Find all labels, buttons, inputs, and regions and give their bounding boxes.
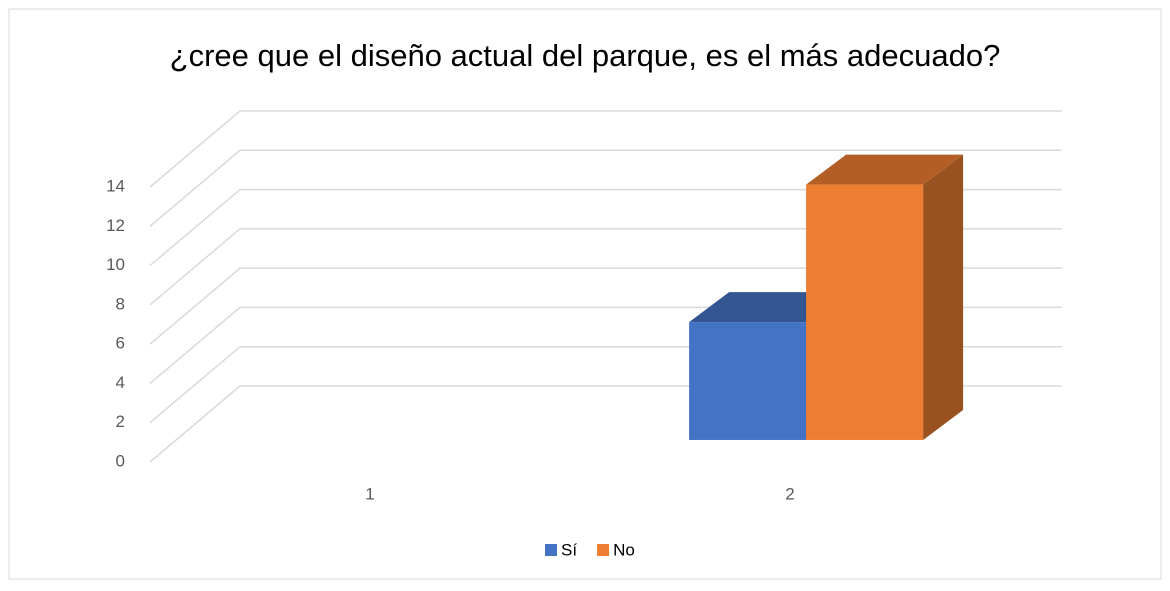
bar	[806, 154, 964, 440]
legend-swatch	[597, 544, 610, 556]
chart-frame	[8, 8, 1162, 580]
bar-front	[689, 322, 807, 440]
y-tick-label: 10	[106, 255, 125, 274]
x-tick-label: 2	[785, 484, 794, 503]
chart-title: ¿cree que el diseño actual del parque, e…	[170, 38, 1001, 73]
grid-line	[149, 188, 1062, 267]
legend-label: No	[613, 540, 635, 559]
legend-label: Sí	[561, 540, 577, 559]
grid-line	[149, 267, 1062, 345]
y-tick-label: 12	[106, 216, 125, 235]
y-tick-label: 6	[116, 334, 125, 353]
grid-line	[149, 228, 1062, 306]
grid-line	[149, 149, 1062, 227]
y-tick-label: 2	[116, 412, 125, 431]
y-tick-label: 8	[116, 294, 125, 313]
y-tick-label: 0	[116, 451, 125, 470]
bar-top	[806, 154, 964, 185]
bar-side	[923, 154, 964, 440]
y-tick-label: 4	[116, 373, 125, 392]
legend-swatch	[545, 544, 557, 556]
bar-front	[806, 184, 924, 440]
x-tick-label: 1	[365, 484, 374, 503]
grid-line	[149, 110, 1062, 188]
y-tick-label: 14	[106, 176, 125, 195]
